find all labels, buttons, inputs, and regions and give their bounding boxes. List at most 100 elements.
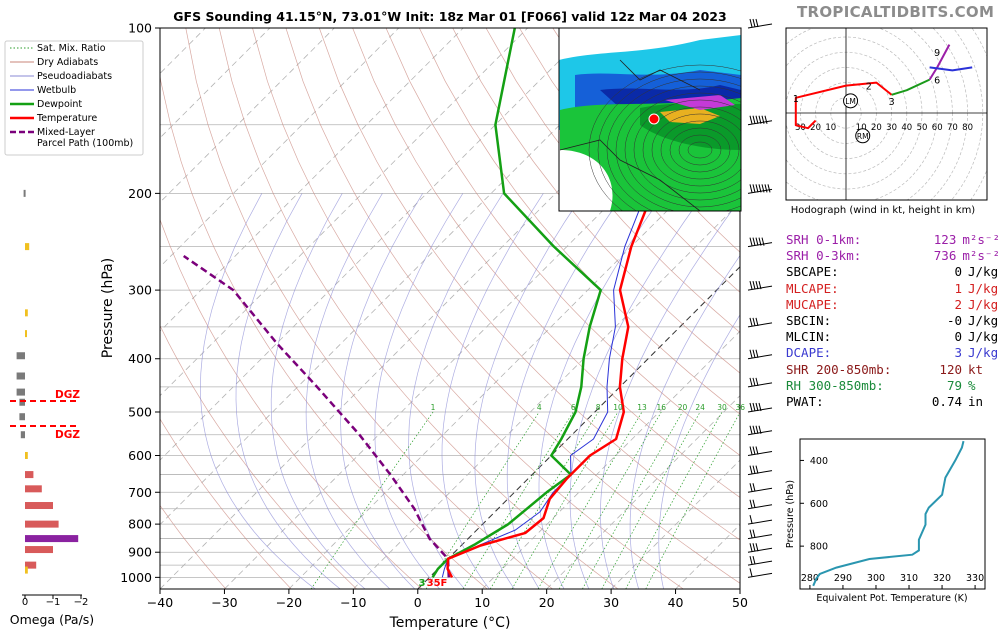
y-tick-label: 900 [128, 545, 152, 560]
wind-barb-flag [756, 116, 758, 124]
wind-barb-flag [750, 403, 752, 411]
dgz-label-top: DGZ [55, 389, 80, 401]
stat-label: SHR 200-850mb: [786, 362, 904, 378]
mixing-ratio-label: 13 [637, 403, 647, 412]
stat-label: DCAPE: [786, 345, 904, 361]
stat-value: 120 [904, 362, 962, 378]
wind-barb-flag [756, 184, 758, 192]
stat-row: RH 300-850mb:79% [786, 378, 1000, 394]
omega-bar [25, 535, 78, 542]
wind-barb-flag [750, 556, 752, 564]
mixing-ratio-label: 1 [431, 403, 436, 412]
wind-barb-flag [750, 116, 752, 124]
theta-e-ylabel: Pressure (hPa) [785, 480, 796, 548]
surface-temp-label: 35F [427, 578, 448, 589]
x-tick-label: −40 [147, 595, 173, 610]
stat-label: PWAT: [786, 394, 904, 410]
dry-adiabat [119, 28, 422, 589]
wind-barb-flag [753, 116, 755, 124]
mixing-ratio-line [512, 412, 618, 589]
legend-label: Dry Adiabats [37, 57, 98, 68]
x-tick-label: 0 [414, 595, 422, 610]
hodograph-ring-label: 50 [917, 123, 928, 133]
stat-unit: m²s⁻² [956, 248, 1000, 264]
hodograph-ring-label: 20 [871, 123, 882, 133]
pseudoadiabat [236, 193, 340, 589]
wind-barb-flag [753, 281, 755, 289]
wind-barb-flag [750, 318, 752, 326]
hodograph-trace [892, 80, 930, 95]
wind-barb-flag [753, 350, 755, 358]
wind-barb-flag [750, 238, 752, 246]
wind-barb-flag [750, 568, 752, 576]
omega-bar [25, 471, 33, 478]
wind-barb-flag [756, 19, 758, 27]
theta-e-x-tick-label: 310 [900, 573, 918, 584]
wind-barb-flag [750, 530, 752, 538]
pseudoadiabat [341, 193, 423, 589]
wind-barb-flag [753, 530, 755, 538]
wind-barb-flag [765, 184, 767, 192]
hodograph-title: Hodograph (wind in kt, height in km) [791, 205, 976, 216]
hodograph-height-label: 9 [934, 48, 940, 59]
stat-label: SBCIN: [786, 313, 904, 329]
omega-bar [25, 567, 28, 574]
y-tick-label: 400 [128, 351, 152, 366]
wind-barb-flag [750, 500, 752, 508]
omega-bar [25, 546, 53, 553]
omega-bar [25, 485, 42, 492]
stat-label: MLCIN: [786, 329, 904, 345]
theta-e-xlabel: Equivalent Pot. Temperature (K) [816, 593, 967, 604]
omega-bar [25, 309, 28, 316]
x-tick-label: −20 [276, 595, 302, 610]
theta-e-y-tick-label: 800 [810, 542, 828, 553]
y-tick-label: 300 [128, 283, 152, 298]
legend-label: Wetbulb [37, 85, 76, 96]
stat-value: 736 [900, 248, 956, 264]
y-tick-label: 100 [128, 21, 152, 36]
wind-barb-flag [756, 426, 758, 434]
stat-label: SRH 0-3km: [786, 248, 900, 264]
wind-barb-flag [750, 426, 752, 434]
mixing-ratio-label: 6 [571, 403, 576, 412]
omega-bar [19, 413, 25, 420]
hodograph-ring-label: 80 [962, 123, 973, 133]
pseudoadiabat [200, 193, 315, 589]
x-tick-label: 40 [668, 595, 684, 610]
wind-barb-flag [750, 19, 752, 27]
legend-label: Pseudoadiabats [37, 71, 112, 82]
hodograph-ring-label: 10 [825, 123, 836, 133]
wind-barb-flag [756, 543, 758, 551]
wind-barb-flag [756, 238, 758, 246]
wind-barb-flag [753, 466, 755, 474]
omega-bar [17, 389, 25, 396]
stat-unit: J/kg [962, 297, 998, 313]
omega-bar [19, 399, 25, 406]
y-tick-label: 800 [128, 517, 152, 532]
skewt-xlabel: Temperature (°C) [389, 615, 511, 631]
wind-barb-flag [753, 403, 755, 411]
omega-bar [25, 330, 27, 337]
stat-value: 0 [904, 264, 962, 280]
wind-barb-flag [756, 318, 758, 326]
wind-barb-flag [756, 281, 758, 289]
mixing-ratio-label: 8 [596, 403, 601, 412]
wind-barb-flag [756, 378, 758, 386]
legend-label: Sat. Mix. Ratio [37, 43, 106, 54]
legend-label: Mixed-Layer [37, 127, 95, 138]
stat-value: 0.74 [904, 394, 962, 410]
wind-barb-flag [753, 426, 755, 434]
stat-label: SBCAPE: [786, 264, 904, 280]
hodograph-trace [796, 83, 892, 129]
pseudoadiabat [601, 193, 745, 589]
hodograph-frame [786, 28, 987, 200]
